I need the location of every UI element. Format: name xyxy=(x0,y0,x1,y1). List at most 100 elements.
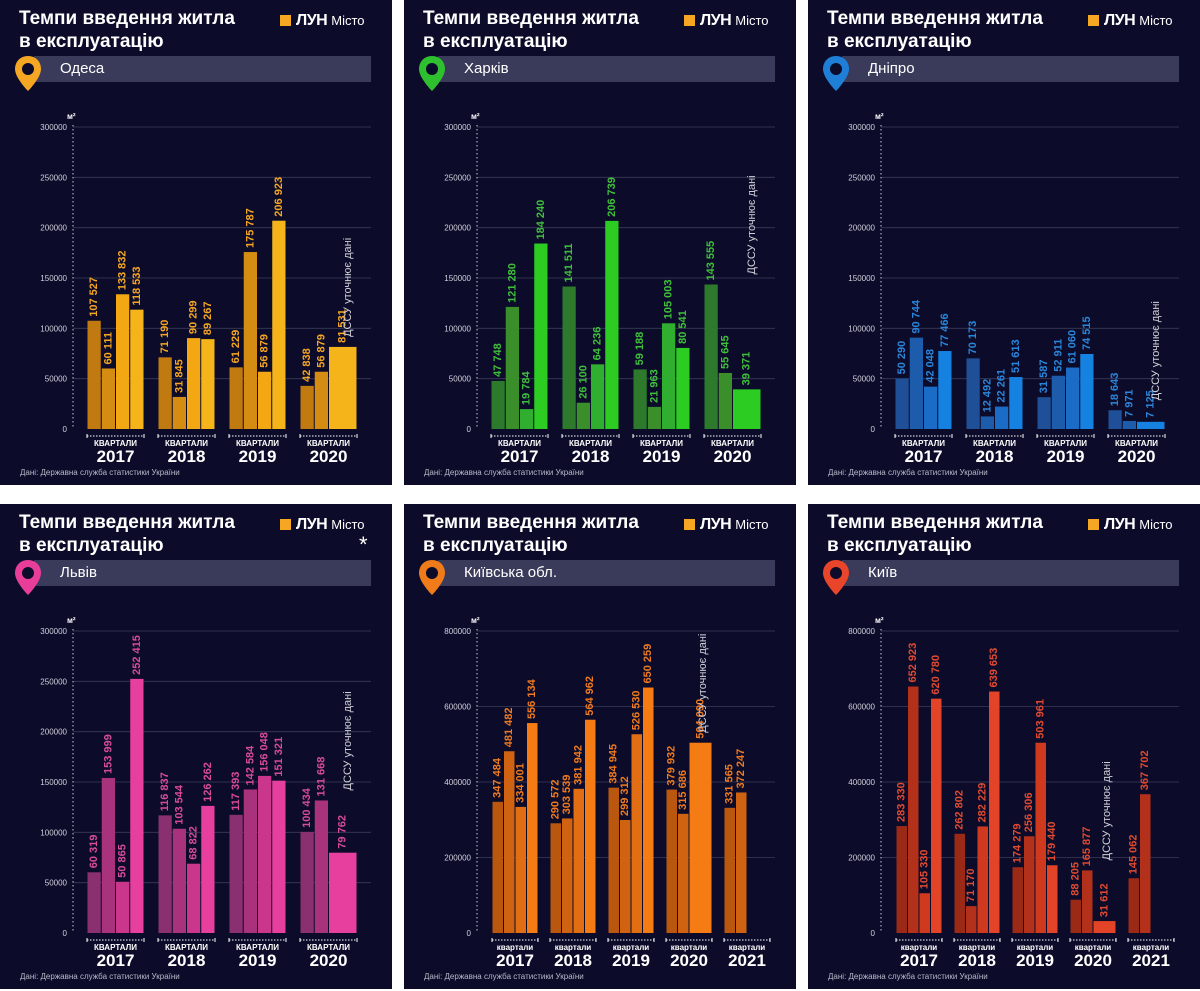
bar xyxy=(229,814,243,933)
y-tick-label: 150000 xyxy=(40,778,67,787)
bar xyxy=(300,831,314,933)
logo-suffix: Місто xyxy=(735,517,769,532)
brand-logo: ЛУН Місто xyxy=(280,517,365,533)
quarters-caption: КВАРТАЛИ xyxy=(1044,439,1087,448)
bar xyxy=(504,751,515,933)
bar-value-label: 331 565 xyxy=(724,764,736,804)
year-label: 2017 xyxy=(97,447,135,466)
chart-panel: Темпи введення житла в експлуатацію ЛУН Міс… xyxy=(808,0,1200,485)
bar-value-label: 71 170 xyxy=(965,868,977,902)
year-label: 2017 xyxy=(900,951,938,970)
map-pin-icon xyxy=(823,560,849,595)
bar xyxy=(995,406,1009,429)
bar-value-label: 174 279 xyxy=(1012,823,1024,863)
bar-value-label: 504 090 xyxy=(695,699,707,739)
bar-value-label: 384 945 xyxy=(608,744,620,784)
quarters-caption: КВАРТАЛИ xyxy=(94,943,137,952)
logo-square-icon xyxy=(280,15,291,26)
y-tick-label: 600000 xyxy=(444,703,471,712)
panel-title: Темпи введення житла в експлуатацію xyxy=(827,7,1043,53)
logo-square-icon xyxy=(280,519,291,530)
bar xyxy=(258,775,272,933)
bar xyxy=(527,723,538,933)
bar xyxy=(678,813,689,933)
logo-suffix: Місто xyxy=(735,13,769,28)
year-label: 2018 xyxy=(572,447,610,466)
map-pin-icon xyxy=(823,56,849,91)
pin-hole xyxy=(22,567,34,579)
bar xyxy=(666,789,677,933)
note-label: ДССУ уточнює дані xyxy=(697,634,709,733)
bar-value-label: 21 963 xyxy=(648,369,660,403)
quarters-caption: КВАРТАЛИ xyxy=(498,439,541,448)
brand-logo: ЛУН Місто xyxy=(1088,517,1173,533)
city-band: Київ xyxy=(842,560,1179,586)
bar-value-label: 7 971 xyxy=(1123,389,1135,417)
bar-value-label: 42 048 xyxy=(925,349,937,383)
y-tick-label: 0 xyxy=(63,929,68,938)
y-tick-label: 100000 xyxy=(40,324,67,333)
logo-suffix: Місто xyxy=(331,517,365,532)
y-tick-label: 250000 xyxy=(40,677,67,686)
title-line-2: в експлуатацію xyxy=(827,31,972,52)
bar-chart: м² 0 50000 100000 150000 200000 250000 300000 60… xyxy=(40,616,371,970)
bar-value-label: 283 330 xyxy=(896,782,908,822)
brand-logo: ЛУН Місто xyxy=(684,13,769,29)
city-name: Дніпро xyxy=(868,60,915,77)
pin-hole xyxy=(22,63,34,75)
bar-value-label: 153 999 xyxy=(102,734,114,774)
unit-label: м² xyxy=(471,616,480,625)
bar xyxy=(573,788,584,933)
bar xyxy=(491,380,505,429)
y-tick-label: 0 xyxy=(871,929,876,938)
bar xyxy=(689,742,712,933)
bar-value-label: 131 668 xyxy=(315,757,327,797)
bar-value-label: 55 645 xyxy=(719,335,731,369)
data-source: Дані: Державна служба статистики України xyxy=(828,972,988,981)
bar-value-label: 105 003 xyxy=(663,280,675,320)
bar xyxy=(520,409,534,429)
y-tick-label: 200000 xyxy=(444,854,471,863)
city-name: Київська обл. xyxy=(464,564,557,581)
title-line-2: в експлуатацію xyxy=(19,535,164,556)
bar xyxy=(1051,375,1065,429)
y-tick-label: 50000 xyxy=(45,375,68,384)
bar xyxy=(576,402,590,429)
quarters-caption: квартали xyxy=(671,943,707,952)
y-tick-label: 250000 xyxy=(40,173,67,182)
logo-suffix: Місто xyxy=(331,13,365,28)
bar-value-label: 39 371 xyxy=(741,352,753,386)
bar xyxy=(1035,742,1046,933)
bar xyxy=(1093,921,1116,933)
y-tick-label: 250000 xyxy=(848,173,875,182)
logo-brand: ЛУН xyxy=(1104,12,1136,29)
bar-value-label: 121 280 xyxy=(506,263,518,303)
bar-value-label: 141 511 xyxy=(563,243,575,282)
bar xyxy=(1137,421,1165,429)
y-tick-label: 200000 xyxy=(848,224,875,233)
y-tick-label: 200000 xyxy=(40,728,67,737)
y-tick-label: 400000 xyxy=(848,778,875,787)
bar-value-label: 503 961 xyxy=(1035,699,1047,739)
bar-value-label: 347 484 xyxy=(492,757,504,798)
bar-value-label: 60 111 xyxy=(102,332,114,364)
bar xyxy=(550,823,561,933)
data-source: Дані: Державна служба статистики України xyxy=(20,468,180,477)
bar xyxy=(314,371,328,429)
bar-value-label: 252 415 xyxy=(131,635,143,675)
logo-brand: ЛУН xyxy=(296,12,328,29)
bar-value-label: 50 865 xyxy=(117,844,129,878)
bar xyxy=(631,734,642,933)
year-label: 2020 xyxy=(714,447,752,466)
bar xyxy=(919,893,930,933)
year-label: 2017 xyxy=(501,447,539,466)
bar-value-label: 100 434 xyxy=(301,787,313,828)
bar-value-label: 19 784 xyxy=(521,371,533,406)
bar-value-label: 31 845 xyxy=(173,359,185,393)
title-line-1: Темпи введення житла xyxy=(423,512,639,533)
bar xyxy=(733,389,761,429)
map-pin-icon xyxy=(419,560,445,595)
chart-panel: Темпи введення житла в експлуатацію ЛУН Міс… xyxy=(808,504,1200,989)
bar-value-label: 22 261 xyxy=(996,369,1008,403)
bar xyxy=(201,805,215,933)
